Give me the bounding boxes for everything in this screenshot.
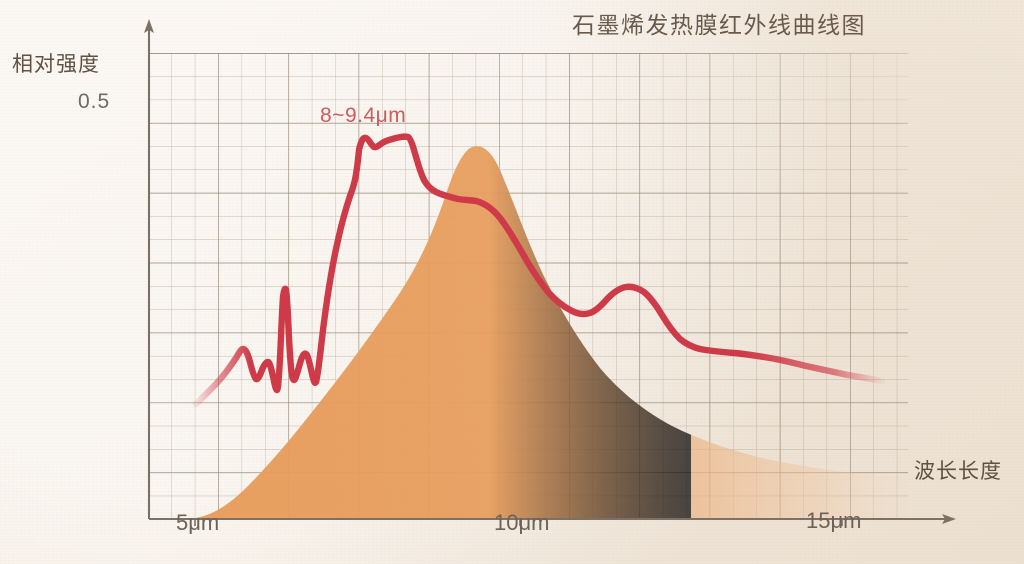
peak-band-annotation: 8~9.4μm xyxy=(320,104,407,127)
y-axis-label: 相对强度 xyxy=(12,53,100,76)
infrared-intensity-curve xyxy=(192,133,886,408)
chart-title: 石墨烯发热膜红外线曲线图 xyxy=(572,12,866,38)
x-axis-tick-5um: 5μm xyxy=(176,510,220,535)
x-axis-tick-15um: 15μm xyxy=(806,508,862,533)
y-axis-tick-0: 0.5 xyxy=(78,90,111,113)
x-axis-label: 波长长度 xyxy=(914,460,1002,483)
blackbody-curve-fill xyxy=(184,146,908,519)
x-axis-tick-10um: 10μm xyxy=(494,510,550,535)
